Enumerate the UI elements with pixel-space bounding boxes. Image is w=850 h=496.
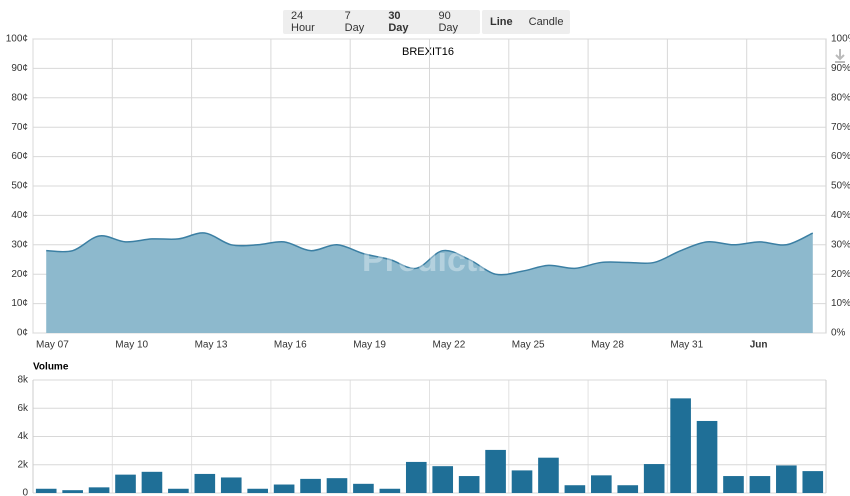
bar [511,470,533,493]
y-tick-label: 8k [17,375,29,386]
y2-tick-label: 30% [831,239,850,250]
y2-tick-label: 60% [831,151,850,162]
y2-tick-label: 90% [831,63,850,74]
bar [538,457,559,493]
bar [326,478,348,493]
volume-title: Volume [33,362,69,373]
bar [88,487,110,493]
bar [776,465,797,493]
y2-tick-label: 80% [831,92,850,103]
bar [379,488,401,493]
x-tick-label: May 10 [115,340,148,351]
line [46,232,814,276]
y-tick-label: 10¢ [11,298,28,309]
download-icon[interactable] [833,47,847,65]
bar [168,488,189,493]
bar [405,461,427,493]
y-tick-label: 0¢ [17,328,28,339]
bar [485,449,506,493]
style-button[interactable]: Candle [528,16,564,28]
bar [220,477,242,493]
bar [115,474,136,493]
y-tick-label: 40¢ [11,210,28,221]
range-button[interactable]: 7 Day [344,10,365,34]
y-tick-label: 20¢ [11,269,28,280]
bar [273,484,295,493]
x-tick-label: May 13 [195,340,228,351]
y-tick-label: 90¢ [11,63,28,74]
y2-tick-label: 50% [831,181,850,192]
x-tick-label: Jun [750,340,768,351]
y2-tick-label: 0% [831,328,846,339]
bar [670,398,691,493]
bar [432,466,454,493]
x-tick-label: May 25 [512,340,545,351]
y-tick-label: 4k [17,431,29,442]
y-tick-label: 50¢ [11,181,28,192]
x-tick-label: May 16 [274,340,307,351]
bar [62,490,83,493]
y2-tick-label: 40% [831,210,850,221]
y-tick-label: 70¢ [11,122,28,133]
x-tick-label: May 28 [591,340,624,351]
bar [194,473,216,493]
area [46,232,813,333]
x-tick-label: May 07 [36,340,69,351]
bar [458,476,480,493]
style-button[interactable]: Line [490,16,513,28]
bar [617,485,639,493]
bar [643,464,665,493]
x-tick-label: May 22 [433,340,466,351]
y-tick-label: 30¢ [11,239,28,250]
icon-arrow[interactable] [835,49,845,63]
range-button[interactable]: 90 Day [438,10,459,34]
bar [591,475,612,493]
y-tick-label: 0 [22,488,28,496]
y2-tick-label: 70% [831,122,850,133]
bar [723,476,744,493]
range-button[interactable]: 24 Hour [291,10,315,34]
bar [35,488,57,493]
y-tick-label: 6k [17,403,29,414]
y-tick-label: 80¢ [11,92,28,103]
y-tick-label: 60¢ [11,151,28,162]
y2-tick-label: 100% [831,34,850,45]
bar [564,485,586,493]
watermark: PredictIt [362,241,498,279]
bar [696,420,718,493]
y-tick-label: 2k [17,459,29,470]
bar [802,471,824,493]
range-group: 24 Hour 7 Day 30 Day 90 Day [283,10,480,34]
bar [749,476,771,493]
chart-title: BREXIT16 [402,46,454,58]
y-tick-label: 100¢ [6,34,28,45]
y2-tick-label: 10% [831,298,850,309]
bar [247,488,268,493]
x-tick-label: May 19 [353,340,386,351]
style-group: Line Candle [482,10,570,34]
range-button[interactable]: 30 Day [388,10,409,34]
bar [353,483,374,493]
y2-tick-label: 20% [831,269,850,280]
bar [141,471,163,493]
bar [300,478,321,493]
x-tick-label: May 31 [670,340,703,351]
